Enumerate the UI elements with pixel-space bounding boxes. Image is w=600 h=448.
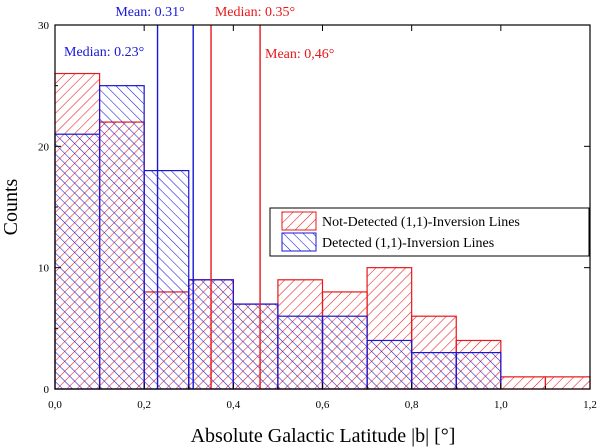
legend: Not-Detected (1,1)-Inversion Lines Detec… <box>269 207 590 257</box>
detected-bar-5 <box>277 315 324 390</box>
detected-bar-8 <box>411 352 457 390</box>
legend-swatch-detected <box>281 232 317 252</box>
y-axis-title: Counts <box>0 178 22 235</box>
x-tick-label: 1,0 <box>494 399 508 411</box>
annotation-labels: Mean: 0.31° Median: 0.23° Median: 0.35° Mea… <box>64 5 334 62</box>
detected-bar-4 <box>232 303 279 390</box>
detected-bar-9 <box>455 352 502 390</box>
detected-bar-6 <box>321 315 368 390</box>
x-tick-label: 1,2 <box>583 399 597 411</box>
detected-bar-1 <box>98 85 145 390</box>
annotation-label-3: Mean: 0,46° <box>265 47 334 62</box>
legend-label-not-detected: Not-Detected (1,1)-Inversion Lines <box>322 215 520 230</box>
y-tick-label: 20 <box>38 141 50 153</box>
detected-bar-2 <box>143 170 190 390</box>
axis-ticks: 0,0 0,2 0,4 0,6 0,8 1,0 1,2 0 10 20 30 <box>38 20 597 411</box>
x-tick-label: 0,6 <box>316 399 330 411</box>
x-tick-label: 0,2 <box>137 399 151 411</box>
y-tick-label: 10 <box>38 263 50 275</box>
series-detected-bars <box>54 85 502 390</box>
y-tick-label: 0 <box>44 384 50 396</box>
legend-swatch-not-detected <box>281 211 317 231</box>
not-detected-bar-10 <box>500 376 547 390</box>
x-tick-label: 0,0 <box>48 399 62 411</box>
legend-label-detected: Detected (1,1)-Inversion Lines <box>322 236 494 251</box>
y-tick-label: 30 <box>38 20 50 32</box>
x-tick-label: 0,8 <box>405 399 419 411</box>
detected-bar-7 <box>366 339 413 390</box>
annotation-label-2: Median: 0.35° <box>215 5 295 20</box>
annotation-label-1: Median: 0.23° <box>64 45 144 60</box>
x-tick-label: 0,4 <box>226 399 240 411</box>
x-axis-title: Absolute Galactic Latitude |b| [°] <box>191 425 456 447</box>
annotation-lines <box>156 25 261 389</box>
detected-bar-0 <box>54 133 101 390</box>
annotation-label-0: Mean: 0.31° <box>115 5 184 20</box>
not-detected-bar-11 <box>544 376 591 390</box>
legend-box <box>269 207 590 257</box>
